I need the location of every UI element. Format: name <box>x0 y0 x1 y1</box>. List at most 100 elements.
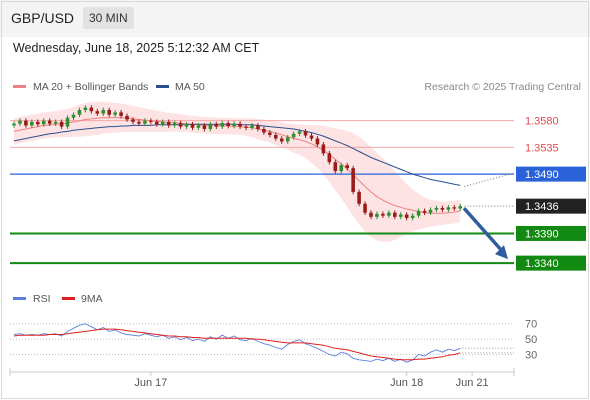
candle <box>137 119 141 127</box>
level-1-3436-label: 1.3436 <box>525 201 559 213</box>
x-tick-label: Jun 18 <box>390 377 423 389</box>
candle <box>422 208 427 216</box>
legend-rsi-swatch <box>13 297 26 300</box>
forecast-arrow-shaft <box>462 206 506 255</box>
research-credit: Research © 2025 Trading Central <box>424 81 581 93</box>
candle <box>357 189 361 207</box>
level-1-3490-tag <box>516 166 586 182</box>
candle <box>172 120 177 128</box>
candle <box>428 207 433 216</box>
candle <box>24 118 28 128</box>
candle <box>452 204 457 211</box>
candle <box>345 162 349 171</box>
candle <box>41 118 46 127</box>
candle <box>166 119 171 128</box>
candle <box>178 120 183 129</box>
ma50-line <box>13 123 461 186</box>
candle <box>232 121 236 129</box>
candle <box>18 118 22 127</box>
x-tick-label: Jun 17 <box>134 377 167 389</box>
candle <box>404 212 409 221</box>
candle <box>333 159 338 174</box>
candle <box>202 123 207 132</box>
candle <box>208 121 213 132</box>
candle <box>351 165 355 195</box>
level-1-3340-tag <box>516 255 586 271</box>
candle <box>339 162 344 174</box>
candle <box>369 210 373 220</box>
candle <box>119 110 123 119</box>
legend: MA 20 + Bollinger Bands MA 50 Research ©… <box>13 81 581 93</box>
candle <box>196 123 201 131</box>
candle <box>268 130 272 138</box>
candle <box>190 121 195 131</box>
level-1-3535-label: 1.3535 <box>525 142 559 154</box>
candle <box>416 208 421 219</box>
legend-9ma-label: 9MA <box>81 293 103 305</box>
candle <box>458 203 463 211</box>
candle <box>321 142 326 156</box>
price-levels <box>10 120 515 265</box>
timeframe-button[interactable]: 30 MIN <box>83 7 134 29</box>
candles <box>12 105 463 221</box>
legend-ma50-swatch <box>156 85 169 88</box>
candle <box>262 126 266 135</box>
candle <box>250 123 254 131</box>
currency-pair-title: GBP/USD <box>11 10 75 26</box>
candle <box>327 150 332 165</box>
candle <box>291 131 296 140</box>
candle <box>36 119 40 127</box>
candle <box>214 121 219 129</box>
legend-9ma-swatch <box>62 297 75 300</box>
candle <box>83 105 88 113</box>
candle <box>89 105 94 114</box>
x-axis: Jun 17 Jun 18 Jun 21 <box>9 368 515 389</box>
candle <box>101 107 106 116</box>
legend-rsi-label: RSI <box>33 293 51 305</box>
x-tick-label: Jun 21 <box>456 377 489 389</box>
candle <box>53 119 58 127</box>
candle <box>309 133 314 141</box>
price-level-labels: 1.3580 1.3535 1.3490 1.3436 1.3390 1.3340 <box>516 116 586 271</box>
candle <box>285 134 290 144</box>
candle <box>398 212 403 220</box>
rsi-panel: 70 50 30 <box>10 319 537 363</box>
candle <box>184 121 189 129</box>
rsi-9ma-line <box>13 328 461 361</box>
candle <box>149 118 153 125</box>
ma50-extension <box>464 172 515 187</box>
rsi-legend: RSI 9MA <box>13 293 103 305</box>
candle <box>47 118 52 127</box>
level-1-3490-label: 1.3490 <box>525 169 559 181</box>
candle <box>160 119 165 127</box>
candle <box>446 204 451 213</box>
candle <box>107 107 111 118</box>
candle <box>95 108 100 116</box>
chart-header: GBP/USD 30 MIN <box>0 0 590 37</box>
candle <box>375 211 379 220</box>
candle <box>30 119 34 128</box>
bollinger-band <box>14 101 461 242</box>
candle <box>238 121 242 129</box>
candle <box>440 205 445 213</box>
bollinger-band-area <box>14 101 461 242</box>
legend-ma20-label: MA 20 + Bollinger Bands <box>33 81 148 93</box>
candle <box>393 210 397 220</box>
candle <box>315 136 320 147</box>
candle <box>279 136 284 144</box>
legend-ma20-swatch <box>13 85 26 88</box>
candle <box>220 120 225 129</box>
rsi-level-50-label: 50 <box>525 334 537 346</box>
candle <box>244 124 248 131</box>
candle <box>226 120 230 129</box>
candle <box>303 128 308 138</box>
chart-datetime: Wednesday, June 18, 2025 5:12:32 AM CET <box>13 41 260 55</box>
candle <box>434 205 439 213</box>
candle <box>71 112 76 121</box>
candle <box>59 119 64 129</box>
ma20-line <box>13 117 461 214</box>
level-1-3436-tag <box>516 198 586 214</box>
candle <box>274 132 278 141</box>
level-1-3390-tag <box>516 225 586 241</box>
